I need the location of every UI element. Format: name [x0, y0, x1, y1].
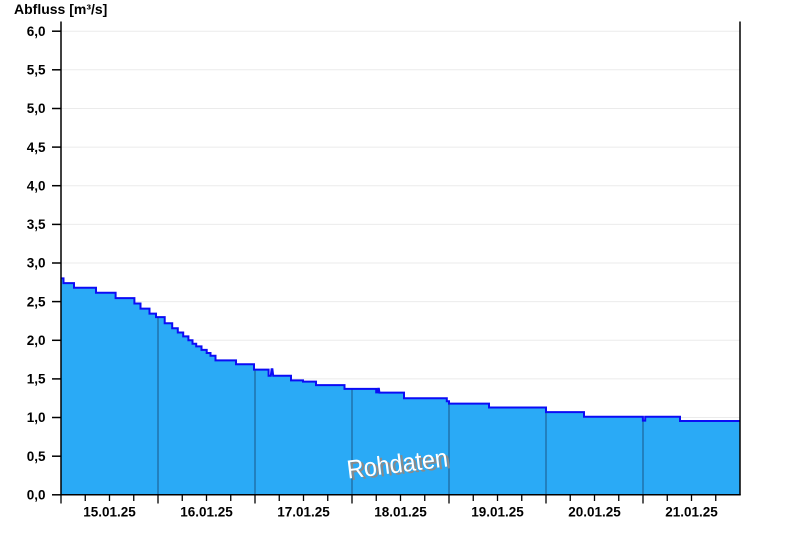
svg-text:19.01.25: 19.01.25 [471, 504, 524, 519]
svg-text:21.01.25: 21.01.25 [665, 504, 718, 519]
svg-text:3,5: 3,5 [27, 217, 46, 232]
svg-text:4,0: 4,0 [27, 178, 46, 193]
svg-text:2,5: 2,5 [27, 294, 46, 309]
svg-text:2,0: 2,0 [27, 333, 46, 348]
svg-text:16.01.25: 16.01.25 [180, 504, 233, 519]
svg-text:3,0: 3,0 [27, 256, 46, 271]
svg-text:18.01.25: 18.01.25 [374, 504, 427, 519]
svg-text:0,0: 0,0 [27, 488, 46, 503]
svg-text:1,0: 1,0 [27, 410, 46, 425]
svg-text:5,5: 5,5 [27, 63, 46, 78]
svg-text:6,0: 6,0 [27, 24, 46, 39]
svg-text:17.01.25: 17.01.25 [277, 504, 330, 519]
svg-text:5,0: 5,0 [27, 101, 46, 116]
svg-text:Abfluss [m³/s]: Abfluss [m³/s] [14, 1, 107, 17]
svg-text:15.01.25: 15.01.25 [83, 504, 136, 519]
svg-text:20.01.25: 20.01.25 [568, 504, 621, 519]
svg-text:0,5: 0,5 [27, 449, 46, 464]
svg-text:4,5: 4,5 [27, 140, 46, 155]
svg-text:1,5: 1,5 [27, 372, 46, 387]
